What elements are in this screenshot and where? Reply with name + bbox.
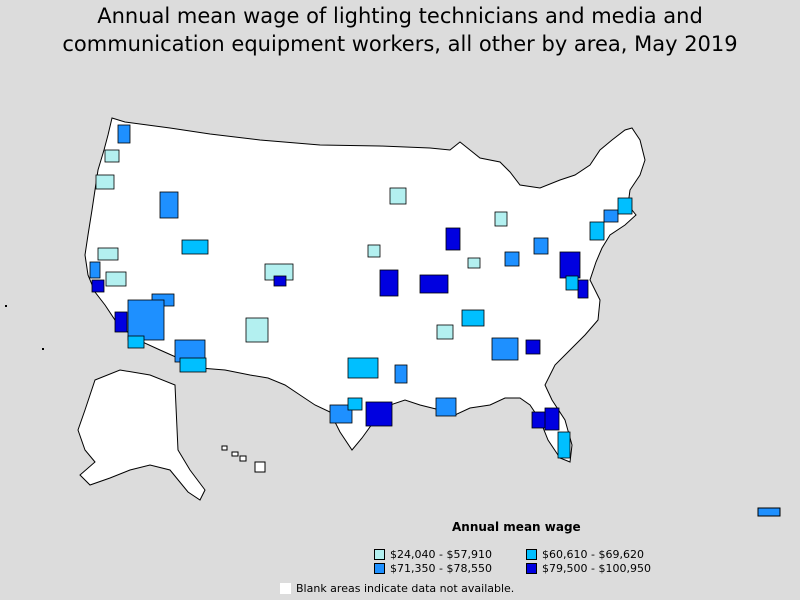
- blank-areas-note-text: Blank areas indicate data not available.: [296, 582, 515, 595]
- hawaii-islands: [221, 445, 266, 473]
- metro-areas: [89, 124, 633, 459]
- map-title: Annual mean wage of lighting technicians…: [62, 4, 738, 56]
- legend-swatch-2: [526, 549, 537, 560]
- blank-swatch: [280, 583, 291, 594]
- alaska-outline: [77, 369, 206, 501]
- legend-swatch-4: [526, 563, 537, 574]
- legend-label-1: $24,040 - $57,910: [390, 548, 492, 561]
- legend-item-2: $60,610 - $69,620: [526, 548, 644, 561]
- puerto-rico-area: [757, 507, 781, 517]
- blank-areas-note: Blank areas indicate data not available.: [280, 582, 514, 595]
- legend-swatch-1: [374, 549, 385, 560]
- legend-item-3: $71,350 - $78,550: [374, 562, 492, 575]
- legend-swatch-3: [374, 563, 385, 574]
- legend-item-1: $24,040 - $57,910: [374, 548, 492, 561]
- legend-item-4: $79,500 - $100,950: [526, 562, 651, 575]
- legend-label-4: $79,500 - $100,950: [542, 562, 651, 575]
- legend-label-2: $60,610 - $69,620: [542, 548, 644, 561]
- legend-label-3: $71,350 - $78,550: [390, 562, 492, 575]
- legend-title: Annual mean wage: [452, 520, 581, 534]
